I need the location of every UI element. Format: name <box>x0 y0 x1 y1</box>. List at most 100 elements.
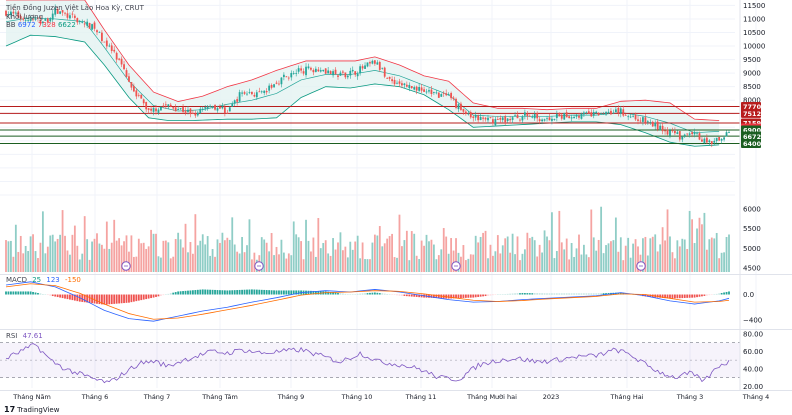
volume-bar <box>644 236 647 272</box>
macd-hist-bar <box>39 293 42 295</box>
macd-hist-bar <box>364 293 366 295</box>
tradingview-branding[interactable]: 17 TradingView <box>4 405 59 414</box>
volume-bar <box>541 252 544 272</box>
macd-hist-bar <box>565 293 568 295</box>
candle-body <box>617 107 620 113</box>
volume-bar <box>460 256 462 272</box>
candle-body <box>410 86 413 89</box>
candle-body <box>378 61 381 70</box>
volume-bar <box>659 244 662 272</box>
price-candles[interactable] <box>5 4 730 148</box>
macd-hist-bar <box>206 289 209 295</box>
candle-body <box>216 108 219 111</box>
volume-bar <box>221 232 224 272</box>
macd-hist-bar <box>371 292 374 295</box>
volume-bar <box>140 243 143 272</box>
volume-bar <box>228 239 231 272</box>
volume-bar <box>194 214 197 272</box>
macd-hist-bar <box>334 292 337 295</box>
volume-bar <box>435 259 438 272</box>
volume-bar <box>464 260 467 272</box>
candle-body <box>728 132 730 133</box>
volume-bar <box>681 238 684 272</box>
volume-bar <box>558 210 561 272</box>
candle-body <box>723 137 725 140</box>
candle-body <box>725 132 728 137</box>
volume-bar <box>580 254 583 272</box>
candle-body <box>369 62 371 64</box>
candle-body <box>359 66 362 74</box>
candle-body <box>644 117 647 123</box>
macd-hist-bar <box>187 290 189 295</box>
macd-hist-bar <box>469 294 472 298</box>
volume-bar <box>605 245 607 272</box>
candle-body <box>526 113 529 117</box>
volume-bar <box>96 233 98 272</box>
volume-bar <box>718 258 721 272</box>
candle-body <box>696 132 698 134</box>
event-markers[interactable] <box>121 261 646 271</box>
volume-bar <box>410 231 413 272</box>
macd-hist-bar <box>162 294 165 296</box>
macd-hist-bar <box>228 290 231 295</box>
candle-body <box>718 136 721 141</box>
candle-body <box>388 76 391 79</box>
macd-hist-bar <box>698 294 701 297</box>
volume-legend-label: Khối lượng <box>6 12 44 21</box>
candle-body <box>322 69 325 72</box>
macd-hist-bar <box>157 294 160 297</box>
candle-body <box>86 21 89 26</box>
macd-hist-bar <box>560 293 563 295</box>
volume-bar <box>123 241 125 272</box>
macd-hist-bar <box>204 289 207 295</box>
macd-hist-bar <box>332 292 334 295</box>
macd-hist-bar <box>251 289 253 295</box>
volume-bar <box>268 251 271 272</box>
macd-hist-bar <box>455 294 457 299</box>
macd-hist-bar <box>37 292 39 295</box>
macd-hist-bar <box>487 294 489 296</box>
candle-body <box>14 12 17 14</box>
volume-bar <box>14 224 17 272</box>
macd-hist-bar <box>81 294 84 302</box>
volume-bar <box>477 242 480 272</box>
volume-bar <box>334 249 337 272</box>
macd-hist-value: 25 <box>32 276 42 284</box>
macd-hist-bar <box>179 291 182 295</box>
volume-bar <box>169 258 172 272</box>
volume-bar <box>634 239 637 272</box>
macd-hist-bar <box>196 289 199 295</box>
bb-lower-value: 6622 <box>57 21 76 29</box>
candle-body <box>627 116 630 118</box>
volume-bar <box>546 236 548 272</box>
macd-hist-bar <box>583 293 585 295</box>
rsi-pane <box>0 342 740 384</box>
candle-body <box>464 111 467 114</box>
volume-bar <box>300 241 303 272</box>
volume-bar <box>514 254 516 272</box>
volume-bar <box>98 243 101 272</box>
volume-bar <box>452 250 455 272</box>
macd-hist-bar <box>221 290 224 295</box>
macd-hist-bar <box>541 293 544 295</box>
volume-bar <box>10 240 12 272</box>
volume-bar <box>199 240 202 272</box>
candle-body <box>312 70 315 73</box>
macd-hist-bar <box>150 294 152 299</box>
volume-bar <box>152 233 155 272</box>
macd-hist-bar <box>172 292 175 295</box>
volume-bar <box>282 252 285 272</box>
volume-bar <box>322 242 325 272</box>
volume-bar <box>361 242 364 272</box>
volume-bar <box>49 235 52 272</box>
volume-bar <box>494 251 497 272</box>
price-tick-label: 10500 <box>743 29 765 37</box>
volume-bar <box>162 240 165 272</box>
rsi-line <box>5 343 730 384</box>
volume-bar <box>474 235 477 272</box>
candle-body <box>642 117 644 122</box>
macd-hist-bar <box>408 294 411 297</box>
volume-bar <box>17 251 20 272</box>
macd-hist-bar <box>678 294 681 299</box>
